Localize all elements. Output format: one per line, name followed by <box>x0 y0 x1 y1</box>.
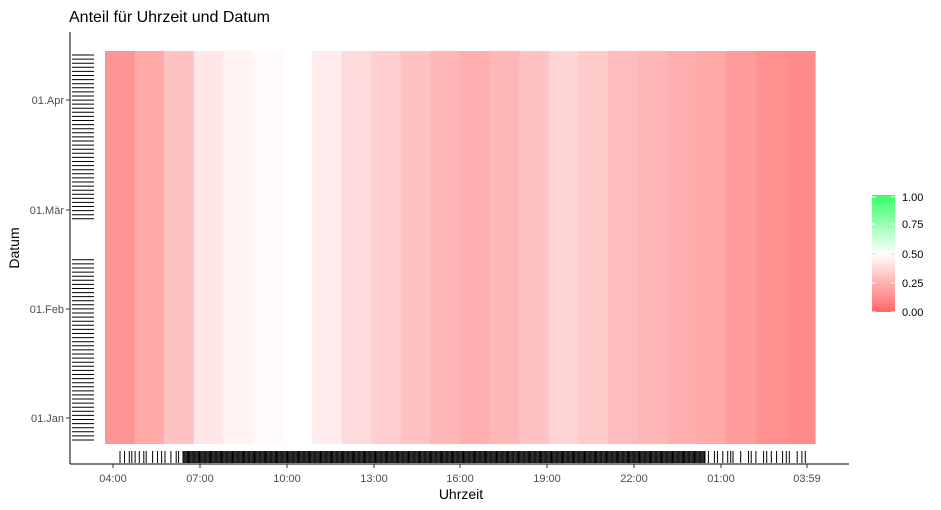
x-tick-label: 22:00 <box>620 473 648 485</box>
color-legend: 0.00 0.25 0.50 0.75 1.00 <box>872 192 923 319</box>
heatmap-cell <box>252 51 284 444</box>
heatmap-cell <box>282 51 313 444</box>
y-tick-label: 01.Jan <box>31 413 64 425</box>
x-tick-label: 01:00 <box>707 473 735 485</box>
y-tick-label: 01.Mär <box>30 205 65 217</box>
y-tick-label: 01.Apr <box>32 95 65 107</box>
x-rug-marks <box>119 451 806 463</box>
legend-label: 1.00 <box>902 192 923 204</box>
x-tick-label: 04:00 <box>99 473 127 485</box>
heatmap-cell <box>341 51 372 444</box>
y-tick-label: 01.Feb <box>30 304 64 316</box>
heatmap-cell <box>400 51 432 444</box>
legend-label: 0.50 <box>902 249 923 261</box>
x-tick-label: 10:00 <box>273 473 301 485</box>
x-axis-ticks: 04:00 07:00 10:00 13:00 16:00 19:00 22:0… <box>99 464 821 485</box>
heatmap-cell <box>164 51 195 444</box>
heatmap-cell <box>312 51 343 444</box>
x-tick-label: 16:00 <box>446 473 474 485</box>
y-rug-marks <box>72 54 94 441</box>
x-tick-label: 03:59 <box>793 473 821 485</box>
x-axis-title: Uhrzeit <box>439 486 483 502</box>
heatmap-cell <box>607 51 639 444</box>
y-axis-ticks: 01.Apr 01.Mär 01.Feb 01.Jan <box>30 95 70 425</box>
heatmap-cell <box>519 51 550 444</box>
heatmap-cell <box>755 51 787 444</box>
heatmap-cell <box>105 51 136 444</box>
heatmap-cell <box>489 51 520 444</box>
heatmap-cell <box>667 51 698 444</box>
heatmap-cell <box>193 51 224 444</box>
heatmap-cell <box>726 51 757 444</box>
legend-label: 0.00 <box>902 307 923 319</box>
heatmap-cell <box>637 51 668 444</box>
legend-label: 0.75 <box>902 219 923 231</box>
heatmap-cells <box>105 51 816 444</box>
x-tick-label: 07:00 <box>186 473 214 485</box>
heatmap-cell <box>696 51 727 444</box>
heatmap-cell <box>460 51 491 444</box>
heatmap-cell <box>430 51 461 444</box>
legend-label: 0.25 <box>902 278 923 290</box>
y-axis-title: Datum <box>6 227 22 268</box>
chart-title: Anteil für Uhrzeit und Datum <box>69 9 270 26</box>
heatmap-cell <box>371 51 402 444</box>
x-tick-label: 19:00 <box>533 473 561 485</box>
heatmap-cell <box>223 51 254 444</box>
heatmap-cell <box>134 51 165 444</box>
heatmap-cell <box>548 51 579 444</box>
heatmap-cell <box>785 51 816 444</box>
legend-colorbar <box>872 195 895 312</box>
heatmap-cell <box>578 51 609 444</box>
x-tick-label: 13:00 <box>360 473 388 485</box>
